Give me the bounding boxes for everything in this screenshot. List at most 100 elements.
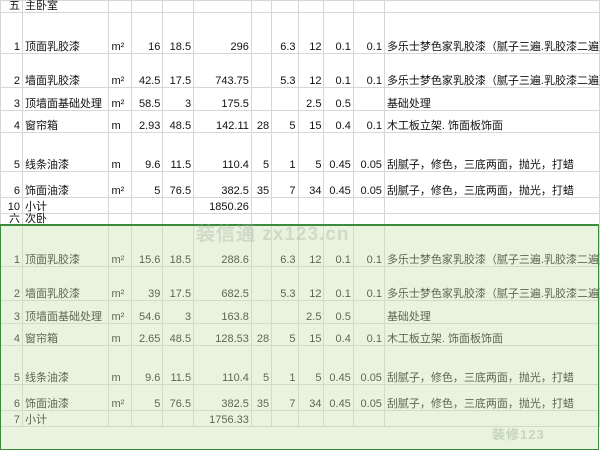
item-c[interactable]: 12 xyxy=(297,53,325,88)
item-remark[interactable]: 木工板立架. 饰面板饰面 xyxy=(383,323,600,346)
item-amount[interactable]: 163.8 xyxy=(193,300,252,324)
cell-b[interactable] xyxy=(271,0,299,13)
cell-amount[interactable] xyxy=(193,0,252,13)
item-remark[interactable]: 刮腻子，修色，三底两面，抛光，打蜡 xyxy=(383,345,600,385)
item-remark[interactable]: 刮腻子，修色，三底两面，抛光，打蜡 xyxy=(383,132,600,172)
item-e[interactable] xyxy=(352,300,385,324)
item-remark[interactable]: 基础处理 xyxy=(383,87,600,111)
item-unit[interactable]: m xyxy=(108,345,132,385)
item-c[interactable]: 12 xyxy=(297,225,325,267)
item-price[interactable]: 76.5 xyxy=(162,171,195,198)
item-a[interactable]: 28 xyxy=(250,323,273,346)
cell-remark[interactable] xyxy=(383,410,600,427)
item-amount[interactable]: 296 xyxy=(193,12,252,54)
item-remark[interactable]: 多乐士梦色家乳胶漆（腻子三遍.乳胶漆二遍） xyxy=(383,53,600,88)
item-quantity[interactable]: 2.65 xyxy=(130,323,164,346)
item-remark[interactable]: 刮腻子，修色，三底两面，抛光，打蜡 xyxy=(383,171,600,198)
item-c[interactable]: 34 xyxy=(297,384,325,411)
item-name[interactable]: 线条油漆 xyxy=(22,345,110,385)
cell-remark[interactable] xyxy=(383,197,600,214)
item-d[interactable]: 0.45 xyxy=(323,384,354,411)
item-amount[interactable]: 128.53 xyxy=(193,323,252,346)
item-amount[interactable]: 110.4 xyxy=(193,345,252,385)
item-name[interactable]: 线条油漆 xyxy=(22,132,110,172)
cell-a[interactable] xyxy=(250,0,273,13)
item-unit[interactable]: m² xyxy=(108,171,132,198)
cell-amount[interactable] xyxy=(193,213,252,226)
table-row[interactable]: 4 窗帘箱 m 2.65 48.5 128.53 28 5 15 0.4 0.1… xyxy=(0,323,600,346)
item-c[interactable]: 15 xyxy=(297,110,325,133)
item-amount[interactable]: 288.6 xyxy=(193,225,252,267)
item-quantity[interactable]: 9.6 xyxy=(130,132,164,172)
table-row[interactable]: 6 饰面油漆 m² 5 76.5 382.5 35 7 34 0.45 0.05… xyxy=(0,384,600,411)
item-c[interactable]: 12 xyxy=(297,266,325,301)
item-quantity[interactable]: 15.6 xyxy=(130,225,164,267)
item-e[interactable]: 0.05 xyxy=(352,132,385,172)
item-remark[interactable]: 多乐士梦色家乳胶漆（腻子三遍.乳胶漆二遍） xyxy=(383,12,600,54)
item-name[interactable]: 窗帘箱 xyxy=(22,323,110,346)
item-d[interactable]: 0.4 xyxy=(323,110,354,133)
item-b[interactable]: 1 xyxy=(271,345,299,385)
item-b[interactable]: 5 xyxy=(271,110,299,133)
item-amount[interactable]: 382.5 xyxy=(193,171,252,198)
cell-e[interactable] xyxy=(352,410,385,427)
item-amount[interactable]: 110.4 xyxy=(193,132,252,172)
subtotal-row[interactable]: 7 小计 1756.33 xyxy=(0,410,600,427)
item-e[interactable]: 0.1 xyxy=(352,110,385,133)
item-c[interactable]: 12 xyxy=(297,12,325,54)
item-price[interactable]: 76.5 xyxy=(162,384,195,411)
cell-unit[interactable] xyxy=(108,410,132,427)
cell-e[interactable] xyxy=(352,213,385,226)
item-unit[interactable]: m xyxy=(108,323,132,346)
item-name[interactable]: 墙面乳胶漆 xyxy=(22,53,110,88)
item-a[interactable] xyxy=(250,300,273,324)
table-row[interactable]: 6 饰面油漆 m² 5 76.5 382.5 35 7 34 0.45 0.05… xyxy=(0,171,600,198)
item-a[interactable]: 35 xyxy=(250,384,273,411)
item-d[interactable]: 0.45 xyxy=(323,171,354,198)
table-row[interactable]: 5 线条油漆 m 9.6 11.5 110.4 5 1 5 0.45 0.05 … xyxy=(0,132,600,172)
cell-remark[interactable] xyxy=(383,213,600,226)
cell-b[interactable] xyxy=(271,213,299,226)
item-a[interactable] xyxy=(250,12,273,54)
item-remark[interactable]: 木工板立架. 饰面板饰面 xyxy=(383,110,600,133)
item-name[interactable]: 顶面乳胶漆 xyxy=(22,12,110,54)
item-quantity[interactable]: 16 xyxy=(130,12,164,54)
item-c[interactable]: 5 xyxy=(297,345,325,385)
item-d[interactable]: 0.1 xyxy=(323,12,354,54)
item-c[interactable]: 2.5 xyxy=(297,87,325,111)
cell-e[interactable] xyxy=(352,197,385,214)
item-b[interactable]: 1 xyxy=(271,132,299,172)
cell-remark[interactable] xyxy=(383,0,600,13)
item-amount[interactable]: 175.5 xyxy=(193,87,252,111)
item-c[interactable]: 34 xyxy=(297,171,325,198)
cell-price[interactable] xyxy=(162,197,195,214)
item-amount[interactable]: 743.75 xyxy=(193,53,252,88)
item-e[interactable]: 0.1 xyxy=(352,323,385,346)
section-header-row[interactable]: 六 次卧 xyxy=(0,213,600,226)
table-row[interactable]: 3 顶墙面基础处理 m² 58.5 3 175.5 2.5 0.5 基础处理 xyxy=(0,87,600,111)
item-quantity[interactable]: 9.6 xyxy=(130,345,164,385)
item-e[interactable]: 0.1 xyxy=(352,266,385,301)
item-b[interactable]: 5.3 xyxy=(271,266,299,301)
cell-a[interactable] xyxy=(250,410,273,427)
item-c[interactable]: 2.5 xyxy=(297,300,325,324)
item-name[interactable]: 饰面油漆 xyxy=(22,171,110,198)
item-unit[interactable]: m² xyxy=(108,266,132,301)
item-unit[interactable]: m xyxy=(108,110,132,133)
cell-d[interactable] xyxy=(323,197,354,214)
cell-unit[interactable] xyxy=(108,213,132,226)
cell-c[interactable] xyxy=(297,410,325,427)
item-d[interactable]: 0.45 xyxy=(323,132,354,172)
cell-b[interactable] xyxy=(271,197,299,214)
subtotal-amount[interactable]: 1850.26 xyxy=(193,197,252,214)
item-price[interactable]: 18.5 xyxy=(162,225,195,267)
item-name[interactable]: 顶面乳胶漆 xyxy=(22,225,110,267)
item-d[interactable]: 0.4 xyxy=(323,323,354,346)
item-unit[interactable]: m² xyxy=(108,87,132,111)
item-price[interactable]: 11.5 xyxy=(162,345,195,385)
item-a[interactable]: 28 xyxy=(250,110,273,133)
item-price[interactable]: 17.5 xyxy=(162,266,195,301)
item-name[interactable]: 顶墙面基础处理 xyxy=(22,300,110,324)
item-amount[interactable]: 382.5 xyxy=(193,384,252,411)
item-price[interactable]: 48.5 xyxy=(162,323,195,346)
